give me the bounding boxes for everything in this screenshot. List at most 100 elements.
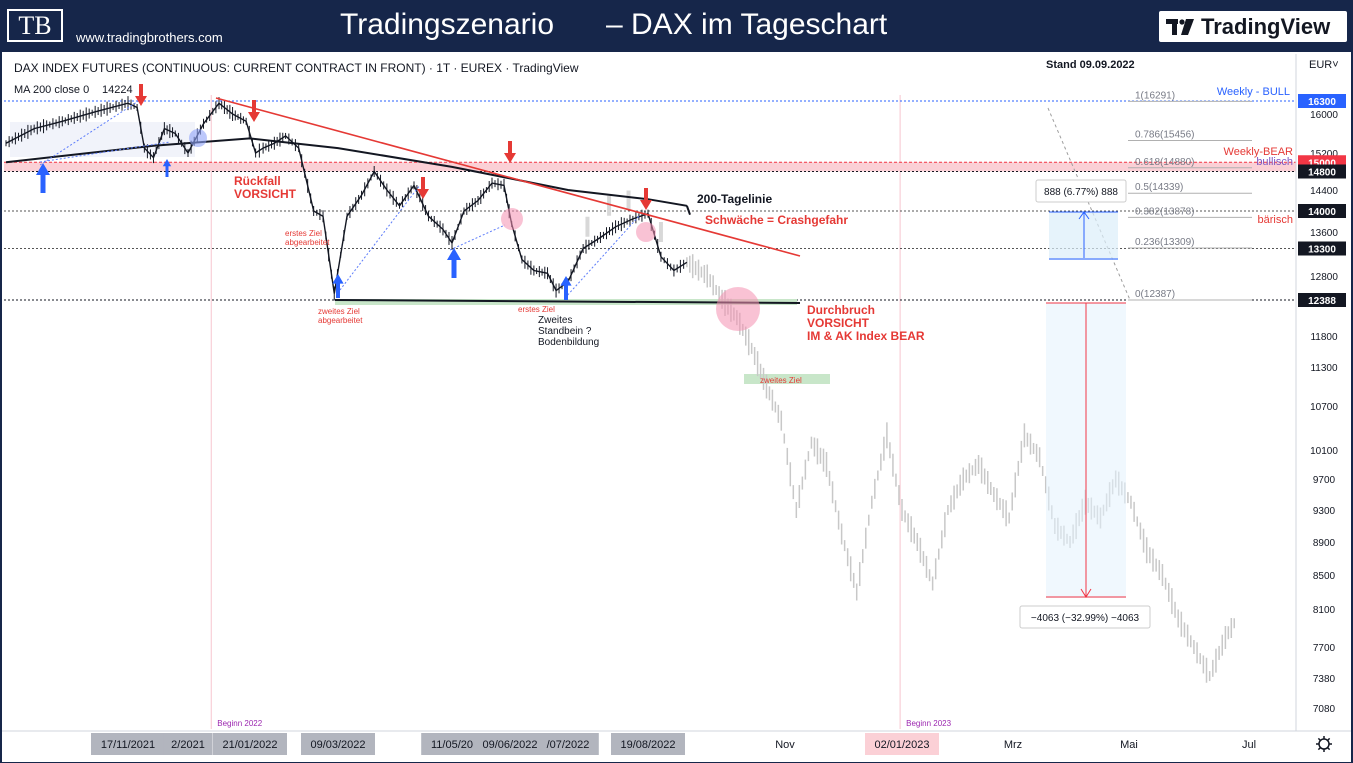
blue-arrow-5-shaft [564, 282, 568, 300]
price-tag-label: 15000 [1308, 158, 1336, 169]
downtrend-line [215, 97, 801, 257]
fib-label: 0.5(14339) [1135, 182, 1183, 193]
support-zone [4, 162, 1296, 172]
y-tick-label: 15200 [1310, 149, 1338, 160]
price-tag-bg [1298, 94, 1346, 108]
y-tick-label: 10100 [1310, 446, 1338, 457]
x-tick-label: Nov [775, 739, 795, 751]
ma200-extension [685, 205, 691, 216]
tradingview-logo-icon [1166, 19, 1194, 35]
x-tick-label: 2/2021 [171, 739, 205, 751]
x-tick-bg [213, 733, 287, 755]
fib-label: 0.382(13878) [1135, 206, 1195, 217]
bullisch-label: bullisch [1256, 156, 1293, 168]
blue-arrow-4-shaft [451, 256, 457, 278]
x-tick-label: Mai [1120, 739, 1138, 751]
highlight-circle [636, 222, 656, 242]
stand-date: Stand 09.09.2022 [1046, 59, 1135, 71]
x-tick-label: Mrz [1004, 739, 1022, 751]
weekly-bear-label: Weekly-BEAR [1224, 146, 1294, 158]
fib-trend-line [1047, 107, 1131, 301]
highlight-circle-blue [189, 129, 207, 147]
red-arrow-5-shaft [644, 188, 648, 202]
erstes-ziel-2-label: erstes Ziel [518, 305, 555, 314]
erstes-ziel-1-label: erstes Ziel [285, 229, 322, 238]
price-tag-label: 13300 [1308, 245, 1336, 256]
index-bear-label: IM & AK Index BEAR [807, 329, 925, 343]
durchbruch-label: Durchbruch [807, 303, 875, 317]
red-arrow-5-head [640, 200, 652, 210]
x-tick-label: 02/01/2023 [874, 739, 929, 751]
highlight-circle [716, 287, 760, 331]
red-arrow-2-head [248, 112, 260, 122]
y-tick-label: 9700 [1313, 475, 1336, 486]
x-tick-bg [301, 733, 375, 755]
currency-label: EUR [1309, 59, 1333, 71]
y-tick-label: 12800 [1310, 272, 1338, 283]
zweites-label: Zweites [538, 315, 572, 326]
x-tick-label: 21/01/2022 [222, 739, 277, 751]
red-arrow-3-head [417, 189, 429, 199]
zweites-ziel-zone [744, 374, 830, 384]
y-tick-label: 8900 [1313, 538, 1336, 549]
shadow-candle [658, 222, 663, 242]
shadow-candle [607, 195, 612, 216]
fib-label: 0.786(15456) [1135, 130, 1195, 141]
website-link[interactable]: www.tradingbrothers.com [76, 30, 223, 45]
y-tick-label: 8500 [1313, 571, 1336, 582]
price-tag-bg [1298, 204, 1346, 218]
x-tick-label: 11/05/20 [431, 739, 473, 751]
fib-label: 1(16291) [1135, 90, 1175, 101]
zweites-ziel-label: zweites Ziel [318, 307, 360, 316]
fib-label: 0.236(13309) [1135, 237, 1195, 248]
price-tag-bg [1298, 164, 1346, 179]
price-tag-label: 14800 [1308, 168, 1336, 179]
rueckfall-vorsicht-label: VORSICHT [234, 187, 297, 201]
ma200-line [5, 137, 688, 207]
red-arrow-1-head [135, 96, 147, 106]
fib-label: 0(12387) [1135, 289, 1175, 300]
baerisch-label: bärisch [1258, 214, 1293, 226]
price-tag-label: 14000 [1308, 207, 1336, 218]
ma200-callout-label: 200-Tagelinie [697, 192, 772, 206]
blue-arrow-1-shaft [40, 171, 46, 193]
measure-down-label-bg [1019, 605, 1151, 629]
blue-arrow-2-shaft [165, 163, 169, 177]
header-banner: TB www.tradingbrothers.com Tradingszenar… [0, 0, 1353, 52]
red-arrow-1-shaft [139, 84, 143, 98]
standbein-label: Standbein ? [538, 326, 592, 337]
x-tick-bg [473, 733, 547, 755]
x-tick-label: 09/06/2022 [482, 739, 537, 751]
gear-icon[interactable] [1316, 736, 1332, 752]
blue-arrow-5-head [560, 276, 572, 286]
y-tick-label: 14400 [1310, 186, 1338, 197]
y-tick-label: 16000 [1310, 110, 1338, 121]
abgearbeitet-2-label: abgearbeitet [318, 316, 363, 325]
abgearbeitet-1-label: abgearbeitet [285, 238, 330, 247]
blue-arrow-3-shaft [336, 280, 340, 298]
tb-logo: TB [7, 9, 63, 42]
red-arrow-4-shaft [508, 141, 512, 155]
chevron-down-icon: ˅ [1332, 59, 1339, 71]
fib-label: 0.618(14880) [1135, 157, 1195, 168]
blue-arrow-2-head [162, 159, 172, 167]
currency-selector[interactable]: EUR˅ [1309, 59, 1339, 71]
y-tick-label: 8100 [1313, 605, 1336, 616]
blue-dotted-trend [339, 184, 421, 291]
blue-arrow-4-head [447, 248, 461, 260]
tradingview-badge[interactable]: TradingView [1159, 11, 1347, 42]
x-tick-label: Jul [1242, 739, 1256, 751]
highlight-circle [501, 208, 523, 230]
x-tick-label: 17/11/2021 [101, 739, 155, 751]
x-tick-bg [91, 733, 165, 755]
ma-legend-value: 14224 [102, 84, 133, 96]
x-tick-bg [611, 733, 685, 755]
y-tick-label: 9300 [1313, 506, 1336, 517]
red-arrow-4-head [504, 153, 516, 163]
blue-dotted-trend [39, 141, 171, 163]
y-tick-label: 13600 [1310, 228, 1338, 239]
x-tick-label: 19/08/2022 [620, 739, 675, 751]
beginn-2022-label: Beginn 2022 [217, 719, 262, 728]
x-tick-bg [163, 733, 213, 755]
